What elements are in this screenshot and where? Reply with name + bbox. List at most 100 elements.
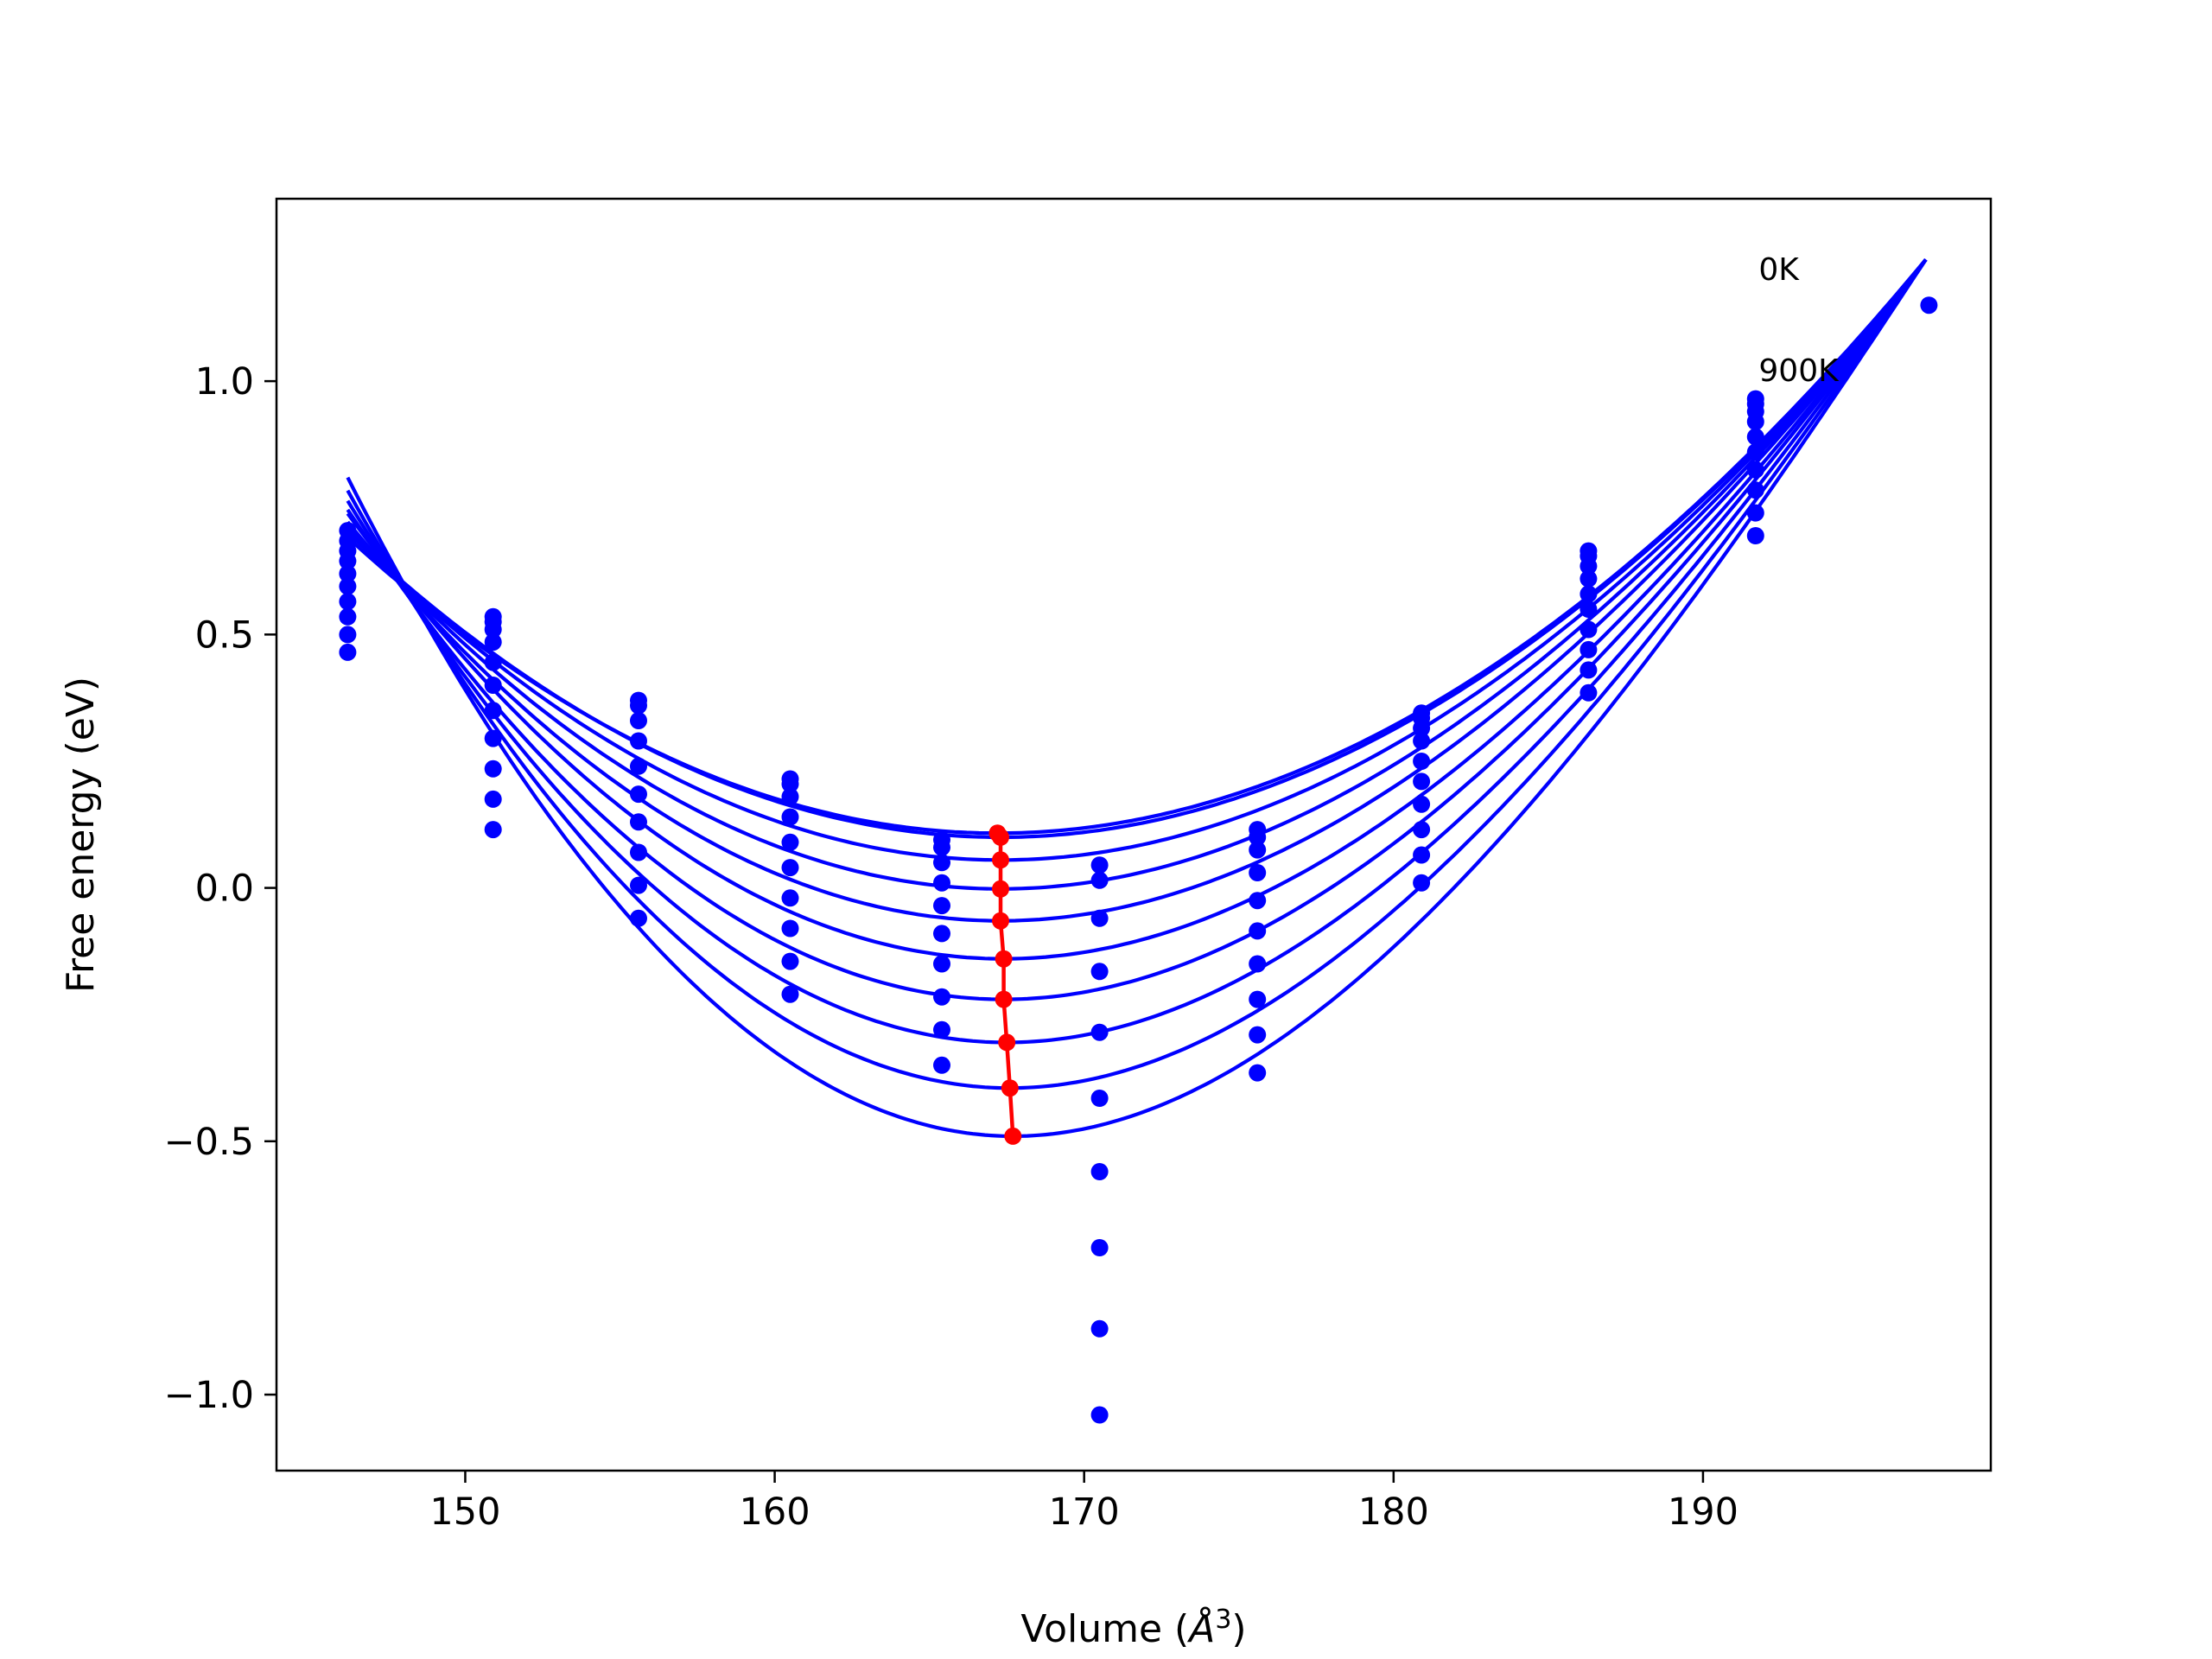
- axis-ticks: 150 160 170 180 190 1.0 0.5 0.0 −0.5 −1.0: [164, 360, 1738, 1534]
- data-point-8-9: [1580, 683, 1598, 702]
- data-point-4-8: [933, 1020, 950, 1039]
- x-tick-label-0: 150: [429, 1491, 500, 1534]
- data-point-3-9: [781, 985, 799, 1003]
- data-point-5-5: [1090, 1090, 1109, 1107]
- fitted-curve-6: [346, 258, 1928, 1001]
- data-point-0-8: [339, 626, 357, 644]
- data-point-10-0: [1920, 296, 1938, 315]
- data-point-8-6: [1580, 620, 1598, 639]
- data-point-5-1: [1090, 871, 1109, 889]
- data-point-9-6: [1746, 461, 1764, 479]
- equilibrium-point-6: [995, 990, 1013, 1008]
- data-point-5-2: [1090, 909, 1109, 927]
- data-point-5-0: [1090, 856, 1109, 874]
- equilibrium-point-5: [995, 950, 1013, 968]
- data-point-9-9: [1746, 527, 1764, 544]
- data-point-1-10: [484, 821, 502, 839]
- y-tick-label-1: 0.5: [195, 613, 254, 657]
- x-axis-label: Volume (Å3): [1020, 1605, 1246, 1651]
- data-point-1-7: [484, 729, 502, 747]
- equilibrium-volume-path: [995, 831, 1015, 1137]
- equilibrium-point-8: [1001, 1079, 1019, 1097]
- data-point-0-4: [339, 565, 357, 582]
- data-point-1-2: [484, 620, 502, 639]
- data-point-7-6: [1413, 795, 1431, 813]
- data-point-6-6: [1249, 955, 1267, 973]
- data-point-5-6: [1090, 1163, 1109, 1180]
- data-point-9-3: [1746, 413, 1764, 430]
- data-point-3-1: [781, 775, 799, 793]
- data-point-7-7: [1413, 821, 1431, 839]
- y-tick-label-4: −1.0: [164, 1374, 254, 1417]
- fitted-curve-2: [346, 258, 1928, 862]
- data-point-6-4: [1249, 892, 1267, 910]
- annotation-900k: 900K: [1758, 353, 1840, 389]
- data-point-5-4: [1090, 1023, 1109, 1041]
- data-point-1-4: [484, 653, 502, 671]
- data-point-9-8: [1746, 504, 1764, 522]
- data-point-3-3: [781, 808, 799, 826]
- data-point-4-2: [933, 854, 950, 872]
- data-point-7-5: [1413, 772, 1431, 791]
- data-point-0-6: [339, 593, 357, 611]
- data-point-6-1: [1249, 828, 1267, 846]
- x-axis-label-unit-exponent: 3: [1215, 1605, 1231, 1635]
- data-point-4-9: [933, 1056, 950, 1074]
- data-point-4-5: [933, 925, 950, 943]
- axes-frame: [275, 197, 1993, 1472]
- y-axis-label: Free energy (eV): [59, 677, 103, 993]
- data-point-2-5: [630, 785, 647, 804]
- data-point-5-9: [1090, 1406, 1109, 1424]
- data-point-7-8: [1413, 846, 1431, 864]
- data-point-0-7: [339, 607, 357, 626]
- data-point-2-3: [630, 732, 647, 750]
- y-tick-label-0: 1.0: [195, 360, 254, 404]
- data-point-5-8: [1090, 1319, 1109, 1338]
- data-point-7-2: [1413, 719, 1431, 737]
- data-point-1-3: [484, 633, 502, 652]
- data-point-7-9: [1413, 874, 1431, 892]
- x-tick-label-1: 160: [740, 1491, 810, 1534]
- fitted-curve-5: [346, 258, 1928, 961]
- data-point-6-2: [1249, 841, 1267, 859]
- data-point-1-9: [484, 790, 502, 808]
- x-tick-label-2: 170: [1049, 1491, 1120, 1534]
- data-point-0-5: [339, 577, 357, 595]
- data-point-4-3: [933, 874, 950, 892]
- fitted-curve-9: [346, 258, 1928, 1138]
- data-point-0-9: [339, 643, 357, 661]
- data-point-5-7: [1090, 1239, 1109, 1256]
- equilibrium-point-3: [992, 880, 1009, 898]
- x-axis-label-prefix: Volume (: [1020, 1607, 1189, 1651]
- data-point-6-7: [1249, 990, 1267, 1008]
- data-point-4-4: [933, 897, 950, 915]
- equilibrium-point-2: [992, 851, 1009, 869]
- x-tick-label-4: 190: [1668, 1491, 1738, 1534]
- data-point-3-2: [781, 788, 799, 805]
- data-point-8-5: [1580, 601, 1598, 618]
- data-point-6-5: [1249, 922, 1267, 940]
- y-tick-label-2: 0.0: [195, 868, 254, 911]
- data-point-0-3: [339, 552, 357, 570]
- data-point-6-3: [1249, 864, 1267, 881]
- data-point-9-7: [1746, 481, 1764, 499]
- data-point-6-8: [1249, 1026, 1267, 1044]
- data-point-3-4: [781, 833, 799, 851]
- data-point-1-5: [484, 677, 502, 694]
- equilibrium-point-7: [998, 1033, 1016, 1052]
- data-point-6-9: [1249, 1064, 1267, 1082]
- data-point-4-7: [933, 988, 950, 1006]
- data-point-4-6: [933, 955, 950, 973]
- fitted-curve-4: [346, 258, 1928, 923]
- data-point-9-5: [1746, 443, 1764, 461]
- data-point-1-6: [484, 702, 502, 720]
- data-point-2-7: [630, 843, 647, 861]
- fitted-curve-1: [346, 258, 1928, 839]
- x-axis-label-suffix: ): [1231, 1607, 1246, 1651]
- data-point-5-3: [1090, 963, 1109, 981]
- fitted-curve-7: [346, 258, 1928, 1045]
- equilibrium-point-4: [992, 912, 1009, 930]
- plot-area: [339, 258, 1938, 1424]
- plot-series: [339, 258, 1938, 1424]
- data-point-8-7: [1580, 640, 1598, 658]
